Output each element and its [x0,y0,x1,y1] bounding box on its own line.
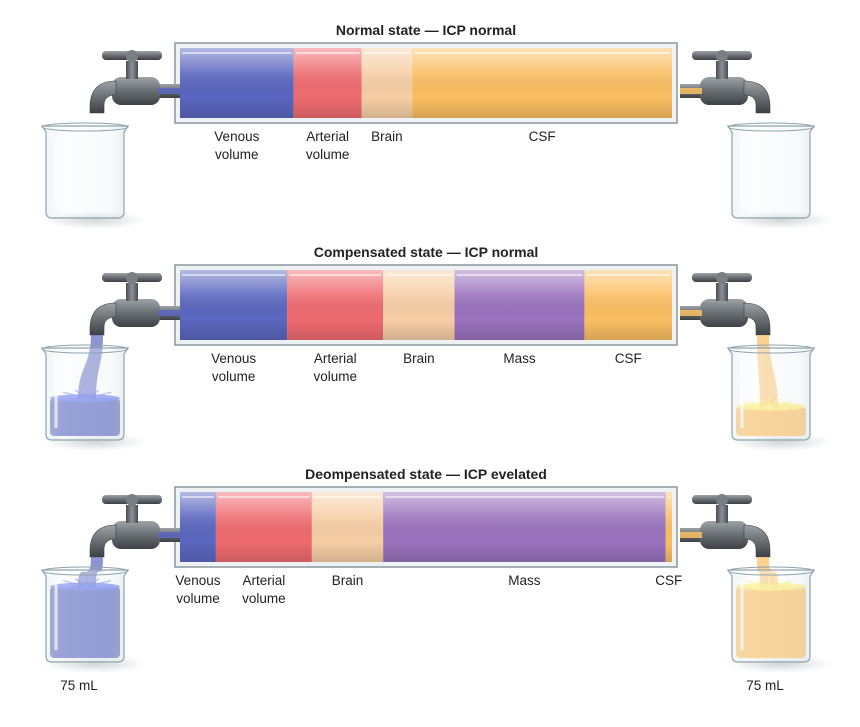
segment-label-venous: Venous volume [214,129,259,162]
right-faucet [680,494,771,558]
right-beaker [726,122,833,229]
segment-label-arterial: Arterial volume [242,573,286,606]
segment-label-brain: Brain [403,351,435,366]
segment-label-arterial: Arterial volume [306,129,350,162]
state-title: Deompensated state — ICP evelated [305,466,547,482]
segment-label-brain: Brain [371,129,403,144]
right-beaker: 75 mL [726,557,833,693]
right-volume-label: 75 mL [746,678,784,693]
left-beaker [40,335,147,451]
state-title: Normal state — ICP normal [336,22,516,38]
segment-label-venous: Venous volume [175,573,220,606]
segment-label-venous: Venous volume [211,351,256,384]
segment-label-csf: CSF [655,573,682,588]
segment-label-brain: Brain [332,573,364,588]
left-volume-label: 75 mL [60,678,98,693]
right-faucet [680,50,771,114]
left-beaker: 75 mL [40,557,147,693]
state-panel-1: Normal state — ICP normal Venous volume Art… [40,22,833,229]
state-panel-3: Deompensated state — ICP evelated Venous v… [40,466,833,693]
left-faucet [89,272,180,336]
left-beaker [40,122,147,229]
segment-label-mass: Mass [503,351,536,366]
segment-label-csf: CSF [615,351,642,366]
state-title: Compensated state — ICP normal [314,244,539,260]
segment-label-arterial: Arterial volume [313,351,357,384]
segment-label-mass: Mass [508,573,541,588]
left-faucet [89,50,180,114]
left-faucet [89,494,180,558]
state-panel-2: Compensated state — ICP normal Venous volu… [40,244,833,451]
right-faucet [680,272,771,336]
right-beaker [726,335,833,451]
segment-label-csf: CSF [529,129,556,144]
